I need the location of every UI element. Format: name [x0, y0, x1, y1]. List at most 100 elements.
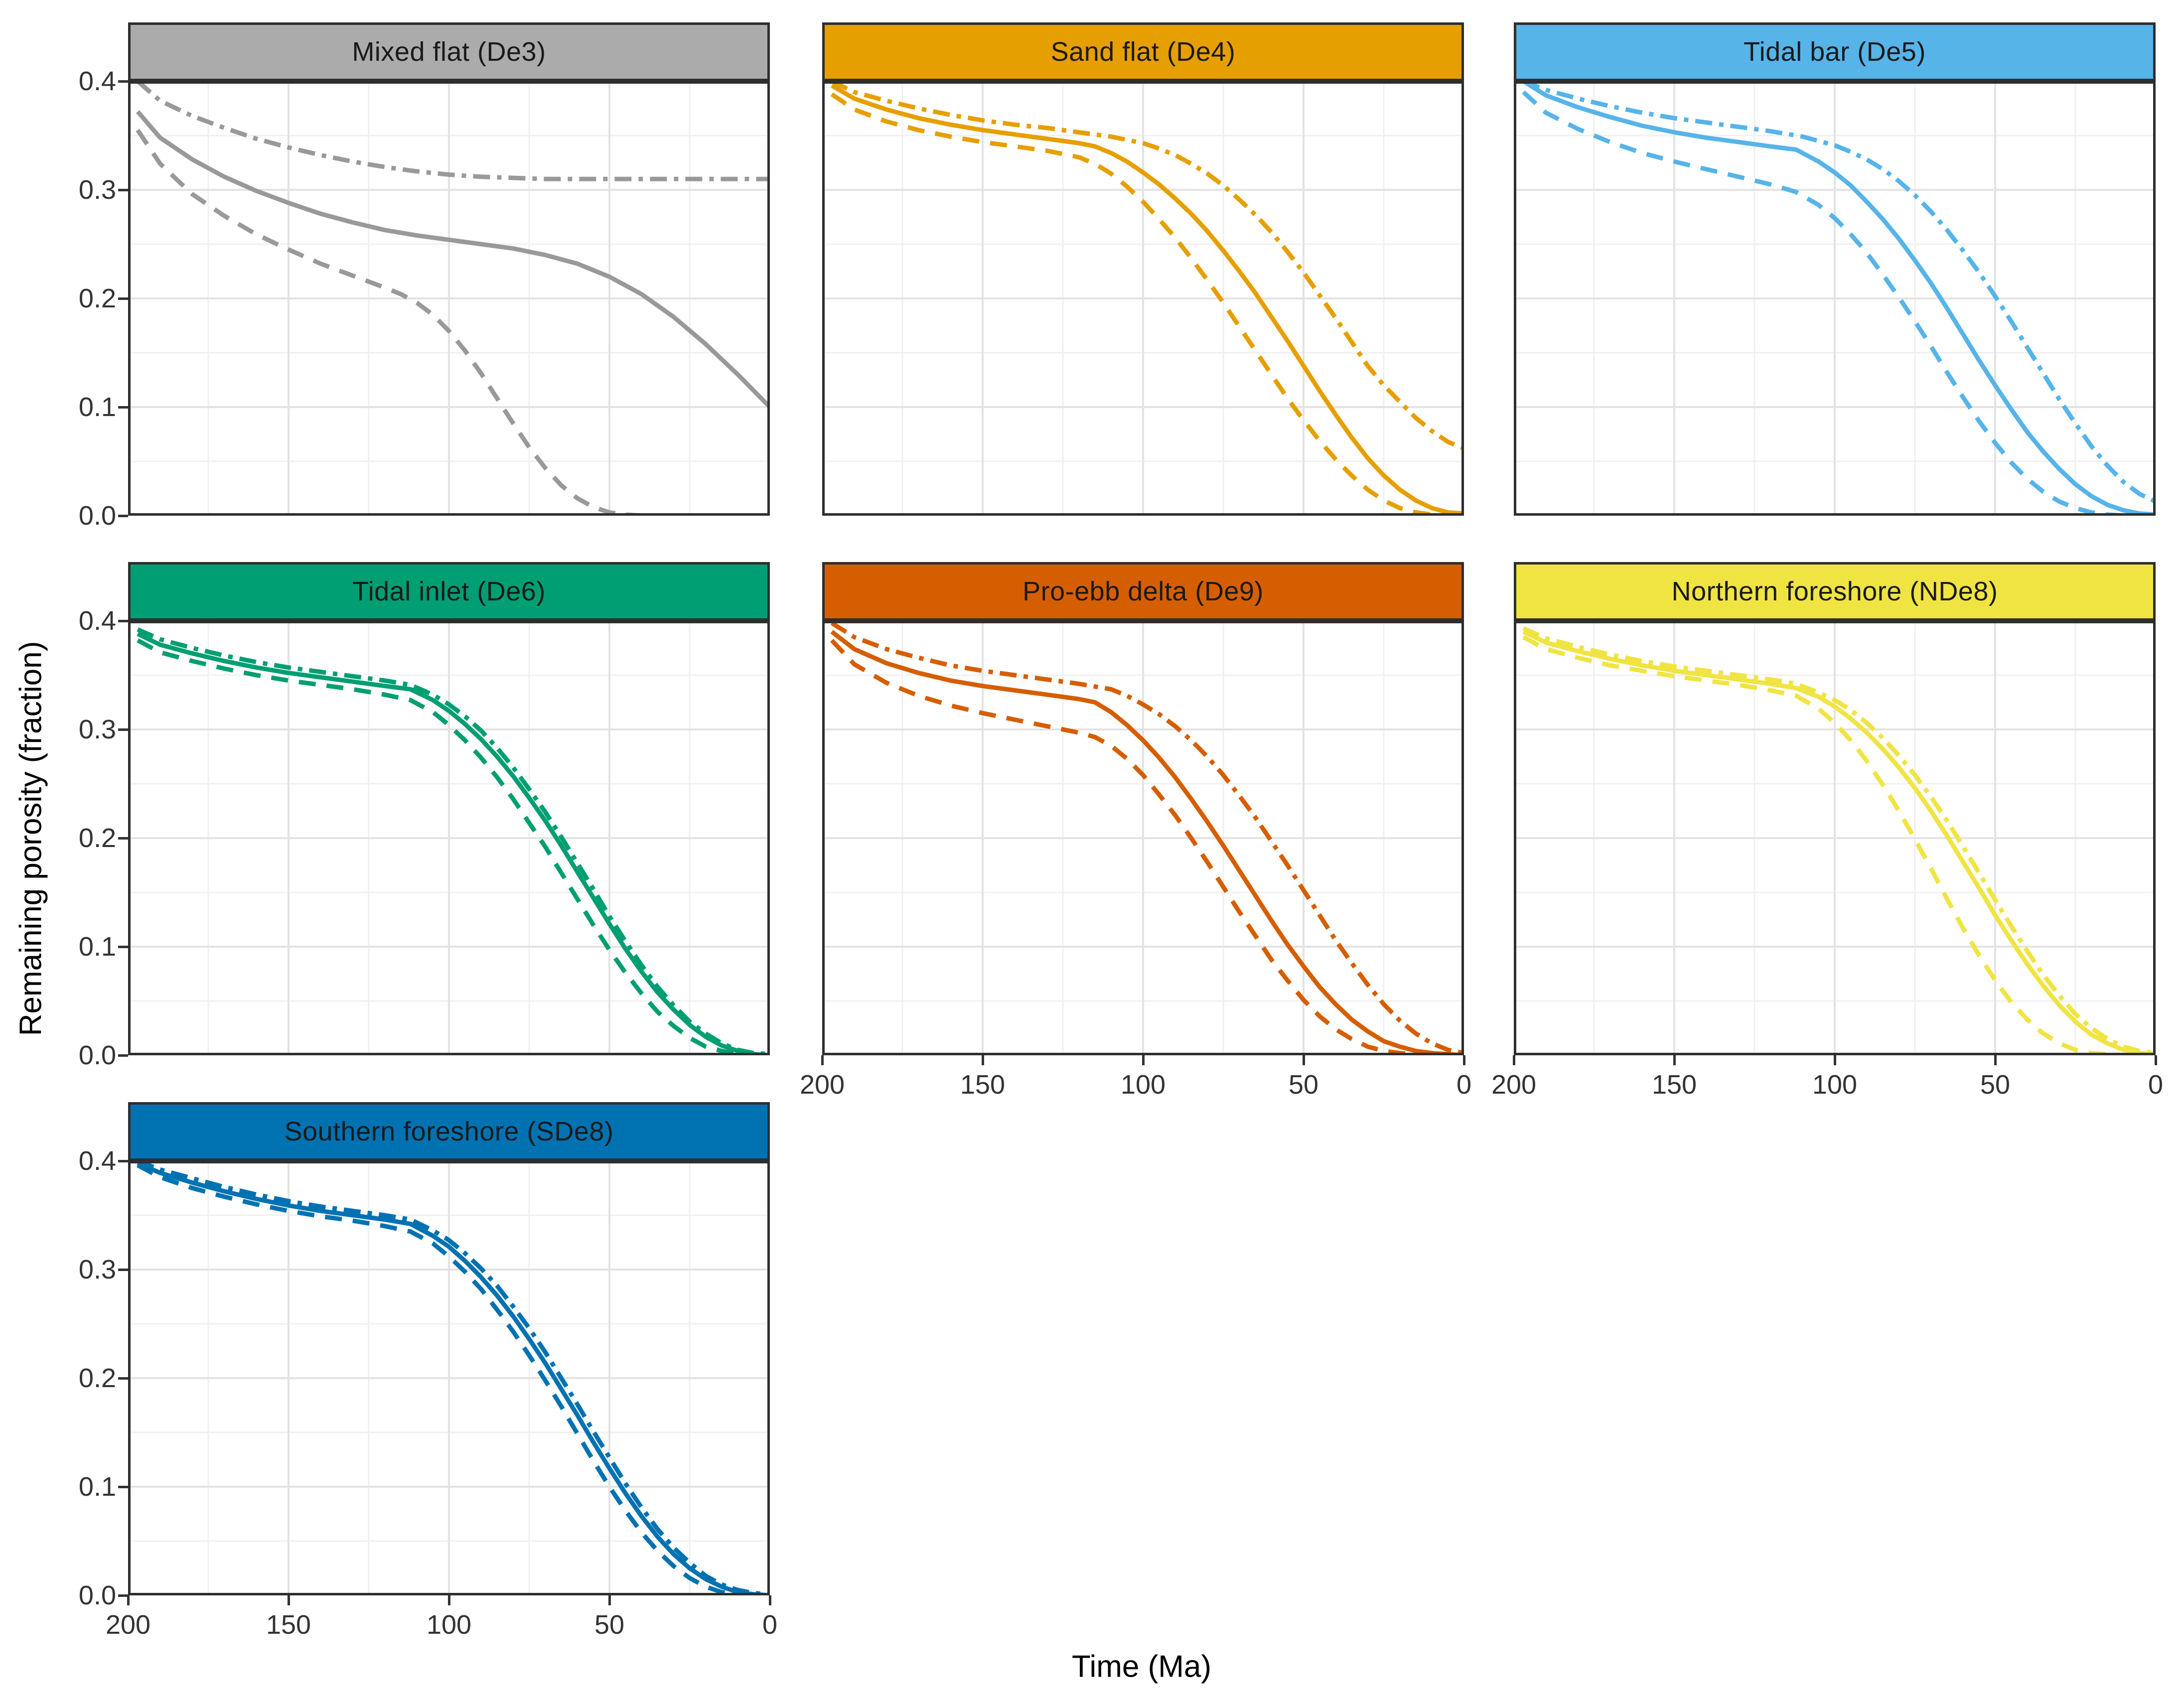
y-tick-mark [118, 619, 128, 622]
y-tick-mark [118, 80, 128, 83]
y-tick-mark [118, 188, 128, 191]
x-tick-mark [1462, 1055, 1465, 1065]
x-tick-mark [1994, 1055, 1997, 1065]
x-tick-label: 100 [1812, 1070, 1858, 1100]
x-axis-title: Time (Ma) [1071, 1649, 1212, 1684]
series-solid-line-de4 [831, 83, 1464, 516]
y-tick-label: 0.1 [78, 392, 116, 422]
x-tick-mark [1302, 1055, 1305, 1065]
x-tick-label: 150 [960, 1070, 1006, 1100]
y-tick-label: 0.2 [78, 823, 116, 853]
facet-panel-de9: Pro-ebb delta (De9) [822, 562, 1464, 1055]
y-tick-mark [118, 1268, 128, 1271]
series-dashdot-line-de9 [830, 621, 1464, 1055]
x-tick-mark [608, 1595, 611, 1605]
series-dashdot-line-sde8 [137, 1161, 770, 1595]
plot-area-de3 [128, 81, 770, 516]
facet-strip-de3: Mixed flat (De3) [128, 22, 770, 81]
panel-border [128, 1161, 770, 1595]
series-dashdot-line-de5 [1522, 81, 2156, 504]
facet-panel-de4: Sand flat (De4) [822, 22, 1464, 516]
y-tick-label: 0.0 [78, 1040, 116, 1070]
y-tick-label: 0.3 [78, 175, 116, 205]
y-tick-label: 0.4 [78, 66, 116, 96]
plot-area-de4 [822, 81, 1464, 516]
panel-border [128, 621, 770, 1055]
series-dashdot-line-nde8 [1522, 626, 2156, 1055]
facet-strip-de6: Tidal inlet (De6) [128, 562, 770, 621]
y-tick-mark [118, 297, 128, 300]
y-tick-mark [118, 1054, 128, 1057]
facet-strip-label: Sand flat (De4) [1050, 37, 1236, 67]
plot-area-de9 [822, 621, 1464, 1055]
plot-area-de5 [1514, 81, 2156, 516]
y-tick-mark [118, 1159, 128, 1162]
series-dashdot-line-de6 [137, 627, 770, 1055]
facet-strip-label: Northern foreshore (NDe8) [1671, 576, 1998, 606]
series-dashdot-line-de3 [136, 81, 770, 181]
y-tick-mark [118, 837, 128, 840]
x-tick-mark [981, 1055, 984, 1065]
x-tick-mark [821, 1055, 824, 1065]
series-solid-line-de5 [1522, 81, 2156, 516]
facet-panel-de5: Tidal bar (De5) [1514, 22, 2156, 516]
series-dashed-line-de9 [830, 639, 1464, 1055]
y-tick-mark [118, 1377, 128, 1380]
x-tick-label: 100 [426, 1610, 472, 1640]
x-tick-label: 0 [2148, 1070, 2164, 1100]
series-dashed-line-de4 [830, 92, 1464, 516]
x-tick-label: 150 [266, 1610, 311, 1640]
x-tick-label: 0 [762, 1610, 778, 1640]
y-tick-label: 0.4 [78, 606, 116, 636]
facet-strip-nde8: Northern foreshore (NDe8) [1514, 562, 2156, 621]
facet-strip-de9: Pro-ebb delta (De9) [822, 562, 1464, 621]
x-tick-mark [2154, 1055, 2157, 1065]
y-tick-mark [118, 728, 128, 731]
facet-strip-label: Mixed flat (De3) [352, 37, 546, 67]
series-dashed-line-de5 [1522, 90, 2156, 516]
y-tick-label: 0.2 [78, 1363, 116, 1393]
y-axis-title: Remaining porosity (fraction) [13, 641, 48, 1036]
x-tick-label: 150 [1651, 1070, 1697, 1100]
plot-area-nde8 [1514, 621, 2156, 1055]
facet-strip-sde8: Southern foreshore (SDe8) [128, 1102, 770, 1161]
y-tick-label: 0.2 [78, 284, 116, 313]
panel-border [128, 81, 770, 516]
facet-panel-de3: Mixed flat (De3) [128, 22, 770, 516]
x-tick-mark [1142, 1055, 1145, 1065]
facet-panel-de6: Tidal inlet (De6) [128, 562, 770, 1055]
panel-border [1514, 621, 2156, 1055]
y-tick-label: 0.0 [78, 501, 116, 531]
y-tick-mark [118, 514, 128, 517]
facet-strip-de4: Sand flat (De4) [822, 22, 1464, 81]
series-dashed-line-sde8 [137, 1163, 770, 1595]
series-solid-line-sde8 [137, 1161, 770, 1595]
series-solid-line-de6 [137, 632, 770, 1055]
panel-border [1514, 81, 2156, 516]
series-solid-line-de9 [830, 630, 1464, 1055]
x-tick-label: 50 [1980, 1070, 2011, 1100]
facet-strip-de5: Tidal bar (De5) [1514, 22, 2156, 81]
x-tick-label: 200 [1491, 1070, 1537, 1100]
y-tick-mark [118, 1594, 128, 1597]
y-tick-label: 0.1 [78, 932, 116, 962]
y-tick-label: 0.0 [78, 1580, 116, 1610]
y-tick-mark [118, 945, 128, 948]
facet-strip-label: Southern foreshore (SDe8) [284, 1117, 614, 1146]
facet-panel-nde8: Northern foreshore (NDe8) [1514, 562, 2156, 1055]
y-tick-label: 0.4 [78, 1146, 116, 1176]
series-solid-line-de3 [136, 110, 770, 409]
x-tick-label: 50 [594, 1610, 625, 1640]
x-tick-label: 0 [1456, 1070, 1472, 1100]
y-tick-label: 0.3 [78, 714, 116, 744]
facet-panel-sde8: Southern foreshore (SDe8) [128, 1102, 770, 1595]
x-tick-mark [1833, 1055, 1836, 1065]
x-tick-label: 200 [105, 1610, 151, 1640]
plot-area-de6 [128, 621, 770, 1055]
x-tick-mark [447, 1595, 450, 1605]
x-tick-label: 100 [1120, 1070, 1166, 1100]
panel-border [822, 81, 1464, 516]
x-tick-mark [1673, 1055, 1676, 1065]
x-tick-mark [287, 1595, 290, 1605]
